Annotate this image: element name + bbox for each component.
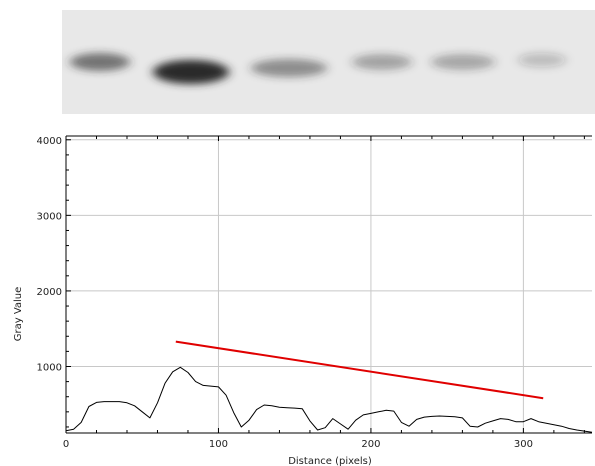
x-tick-label: 0: [63, 439, 69, 450]
x-tick-label: 200: [361, 439, 380, 450]
x-axis-label: Distance (pixels): [288, 456, 372, 466]
y-tick-label: 1000: [37, 362, 62, 373]
y-tick-label: 4000: [37, 136, 62, 147]
y-axis-label: Gray Value: [13, 287, 24, 342]
trend-line: [175, 340, 544, 400]
x-tick-label: 300: [514, 439, 533, 450]
x-tick-label: 100: [209, 439, 228, 450]
blot-band: [153, 60, 229, 84]
blot-band: [431, 54, 495, 70]
plot-grid: [66, 136, 592, 433]
y-tick-label: 3000: [37, 211, 62, 222]
y-tick-label: 2000: [37, 287, 62, 298]
blot-band: [352, 54, 412, 70]
profile-plot: 0 100 200 300 1000 2000 3000 4000 Distance (pix…: [0, 115, 595, 466]
western-blot-image: [62, 10, 595, 114]
plot-series: [65, 340, 593, 433]
plot-ticks: 0 100 200 300 1000 2000 3000 4000: [37, 136, 585, 450]
blot-band: [251, 59, 327, 77]
profile-line: [65, 366, 593, 433]
blot-band: [518, 53, 566, 67]
blot-band: [70, 53, 130, 71]
